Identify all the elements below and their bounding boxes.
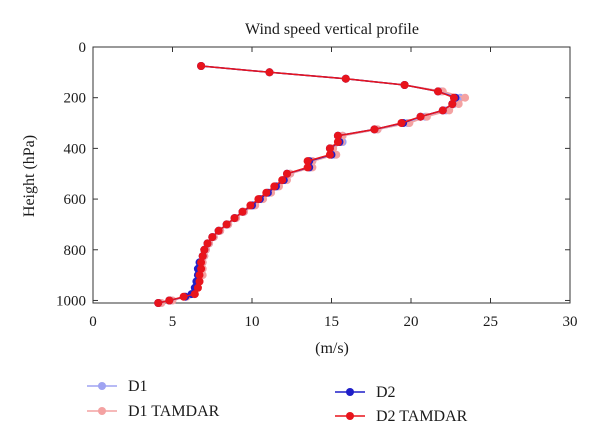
data-point <box>333 131 342 140</box>
chart-title: Wind speed vertical profile <box>245 21 419 38</box>
series-line <box>161 65 467 304</box>
plot-area-frame <box>92 46 571 304</box>
data-point <box>265 68 274 77</box>
y-tick-label: 0 <box>79 40 87 56</box>
data-point <box>303 163 312 172</box>
data-point <box>197 258 206 267</box>
y-axis: 0 200 400 600 800 1000 <box>56 40 570 309</box>
x-axis: 0 5 10 15 20 25 30 <box>89 47 578 330</box>
data-point <box>400 81 409 89</box>
x-tick-label: 30 <box>563 314 578 330</box>
y-axis-label: Height (hPa) <box>21 135 38 217</box>
data-point <box>200 245 209 254</box>
data-point <box>165 296 174 305</box>
x-tick-label: 0 <box>89 314 97 330</box>
y-tick-label: 1000 <box>56 293 86 309</box>
y-tick-label: 600 <box>64 192 87 208</box>
legend-swatch-marker <box>98 382 106 390</box>
data-point <box>208 233 217 242</box>
data-point <box>154 299 163 307</box>
legend-swatch-marker <box>346 388 354 396</box>
x-tick-label: 10 <box>245 314 260 330</box>
legend-label: D1 <box>128 378 148 395</box>
data-point <box>325 144 334 153</box>
data-point <box>262 188 271 197</box>
x-tick-label: 20 <box>404 314 419 330</box>
data-point <box>370 125 379 134</box>
data-point <box>179 292 188 301</box>
data-point <box>325 150 334 159</box>
data-point <box>198 252 207 261</box>
legend-entry: D2 <box>335 384 396 401</box>
x-tick-label: 5 <box>169 314 177 330</box>
data-point <box>246 201 255 210</box>
data-point <box>448 100 457 108</box>
y-tick-label: 800 <box>64 243 87 259</box>
series-layer <box>154 62 470 307</box>
data-point <box>230 214 239 223</box>
legend-label: D2 TAMDAR <box>376 408 468 425</box>
legend-entry: D2 TAMDAR <box>335 408 468 425</box>
data-point <box>195 271 204 280</box>
data-point <box>254 195 263 204</box>
x-tick-label: 15 <box>324 314 339 330</box>
x-tick-label: 25 <box>483 314 498 330</box>
data-point <box>341 74 350 83</box>
legend-label: D1 TAMDAR <box>128 403 220 420</box>
legend-swatch-marker <box>346 412 354 420</box>
data-point <box>454 100 463 108</box>
data-point <box>222 220 231 229</box>
data-point <box>397 119 406 127</box>
legend-entry: D1 <box>87 378 148 395</box>
x-axis-label: (m/s) <box>315 340 349 357</box>
series-d2-tamdar <box>154 62 458 307</box>
data-point <box>449 93 458 102</box>
data-point <box>197 62 206 70</box>
data-point <box>333 138 342 146</box>
y-tick-label: 400 <box>64 141 87 157</box>
data-point <box>193 283 202 292</box>
data-point <box>270 182 279 191</box>
y-tick-label: 200 <box>64 91 87 107</box>
data-point <box>283 169 291 178</box>
legend-swatch-marker <box>98 407 106 415</box>
data-point <box>416 112 425 121</box>
data-point <box>434 87 442 96</box>
data-point <box>238 207 247 216</box>
data-point <box>278 176 287 185</box>
data-point <box>203 239 212 248</box>
legend-entry: D1 TAMDAR <box>87 403 220 420</box>
data-point <box>445 106 454 115</box>
data-point <box>438 106 447 115</box>
data-point <box>303 157 312 166</box>
data-point <box>190 290 199 299</box>
legend: D1 D1 TAMDAR D2 D2 TAMDAR <box>87 378 468 425</box>
legend-label: D2 <box>376 384 396 401</box>
data-point <box>461 93 470 102</box>
data-point <box>214 226 223 235</box>
data-point <box>195 277 204 286</box>
data-point <box>197 264 206 273</box>
